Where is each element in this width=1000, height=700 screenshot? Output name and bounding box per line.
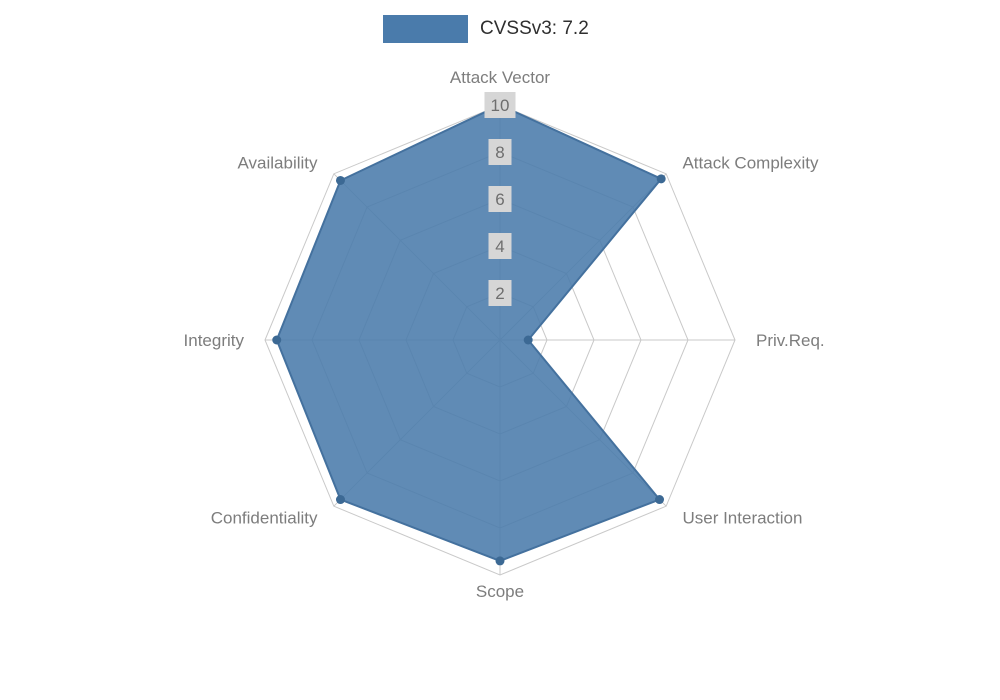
axis-label: Availability — [238, 154, 319, 173]
legend-swatch — [383, 15, 468, 43]
radar-vertex-dot — [656, 174, 666, 184]
tick-label-box — [488, 280, 512, 306]
tick-label: 8 — [495, 143, 504, 162]
legend[interactable]: CVSSv3: 7.2 — [383, 15, 589, 43]
tick-label-box — [488, 233, 512, 259]
radar-vertex-dot — [335, 175, 345, 185]
tick-label-box — [488, 186, 512, 212]
tick-label-box — [488, 139, 512, 165]
legend-label: CVSSv3: 7.2 — [480, 18, 589, 39]
axis-label: User Interaction — [682, 508, 802, 527]
radar-vertex-dot — [655, 495, 665, 505]
tick-label: 4 — [495, 237, 504, 256]
radar-vertex-dot — [335, 495, 345, 505]
axis-label: Attack Vector — [450, 68, 550, 87]
tick-label: 6 — [495, 190, 504, 209]
axis-label: Priv.Req. — [756, 331, 825, 350]
radar-vertex-dot — [272, 335, 282, 345]
tick-label-box — [484, 92, 516, 118]
radar-vertex-dot — [495, 556, 505, 566]
axis-label: Integrity — [184, 331, 245, 350]
tick-label: 10 — [491, 96, 510, 115]
tick-label: 2 — [495, 284, 504, 303]
radar-vertex-dot — [523, 335, 533, 345]
axis-label: Attack Complexity — [682, 154, 819, 173]
axis-label: Confidentiality — [211, 508, 318, 527]
axis-label: Scope — [476, 582, 524, 601]
